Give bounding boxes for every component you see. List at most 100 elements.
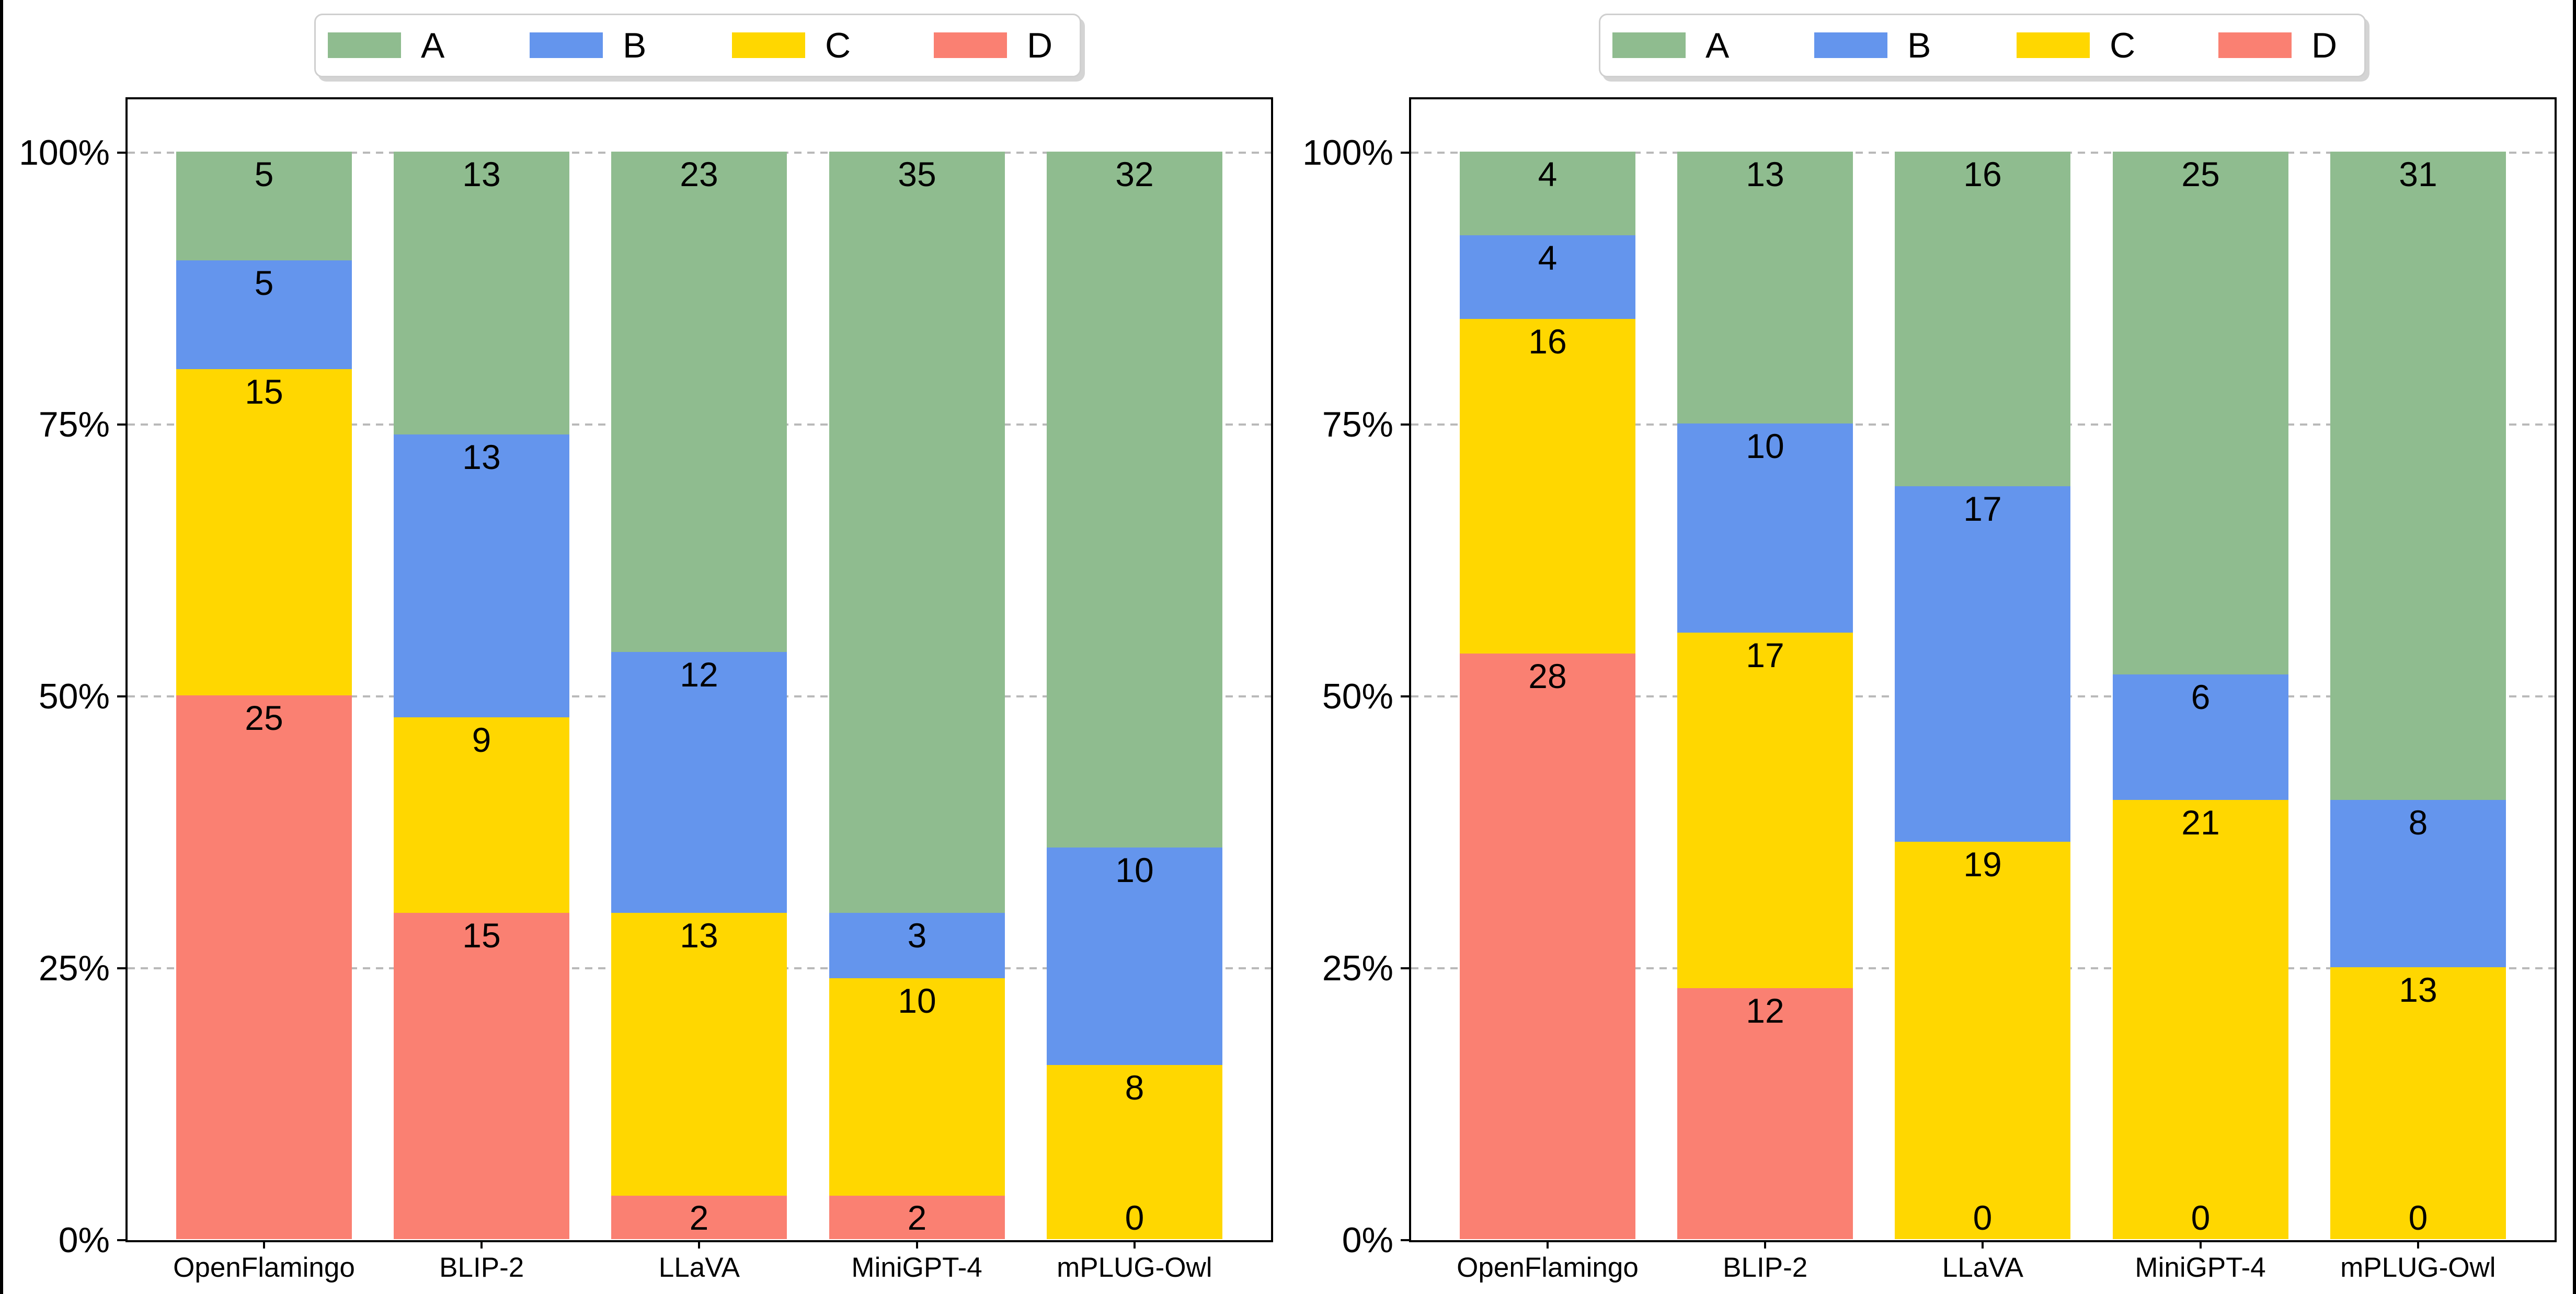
y-axis-tick bbox=[1401, 967, 1409, 969]
x-axis-tick bbox=[2417, 1240, 2419, 1249]
bar-value-label-a-MiniGPT-4: 35 bbox=[898, 155, 936, 193]
legend-patch-a bbox=[1612, 32, 1686, 58]
legend-patch-d bbox=[934, 32, 1007, 58]
y-axis-tick bbox=[117, 1239, 125, 1241]
bar-value-label-c-LLaVA: 13 bbox=[680, 916, 718, 955]
bar-value-label-d-MiniGPT-4: 2 bbox=[907, 1198, 927, 1237]
legend-box bbox=[314, 14, 1081, 77]
bar-segment-b-BLIP-2 bbox=[394, 434, 569, 717]
y-axis-tick bbox=[1401, 695, 1409, 697]
bar-segment-b-OpenFlamingo bbox=[176, 260, 352, 369]
bar-segment-b-LLaVA bbox=[611, 652, 787, 913]
bar-value-label-b-OpenFlamingo: 5 bbox=[254, 264, 274, 302]
bar-value-label-d-LLaVA: 0 bbox=[1973, 1198, 1993, 1237]
x-axis-tick bbox=[1982, 1240, 1984, 1249]
bar-value-label-c-mPLUG-Owl: 8 bbox=[1125, 1068, 1144, 1107]
x-tick-label-OpenFlamingo: OpenFlamingo bbox=[1457, 1252, 1639, 1283]
bar-value-label-b-BLIP-2: 10 bbox=[1746, 427, 1784, 465]
legend-label-d: D bbox=[1027, 26, 1053, 65]
bar-segment-a-OpenFlamingo bbox=[176, 152, 352, 260]
bar-value-label-b-mPLUG-Owl: 8 bbox=[2408, 803, 2428, 842]
bar-value-label-a-mPLUG-Owl: 31 bbox=[2399, 155, 2437, 193]
bar-segment-c-mPLUG-Owl bbox=[1047, 1065, 1222, 1239]
bar-value-label-c-BLIP-2: 17 bbox=[1746, 636, 1784, 674]
bar-value-label-b-MiniGPT-4: 6 bbox=[2191, 678, 2211, 716]
bar-segment-d-OpenFlamingo bbox=[176, 695, 352, 1239]
image-right-border bbox=[2573, 0, 2576, 1294]
y-tick-label: 100% bbox=[1302, 133, 1393, 173]
x-tick-label-mPLUG-Owl: mPLUG-Owl bbox=[2340, 1252, 2496, 1283]
legend-label-a: A bbox=[421, 26, 445, 65]
bar-segment-a-BLIP-2 bbox=[394, 152, 569, 434]
bar-value-label-c-MiniGPT-4: 21 bbox=[2181, 803, 2220, 842]
x-tick-label-BLIP-2: BLIP-2 bbox=[1723, 1252, 1808, 1283]
legend-patch-b bbox=[1814, 32, 1887, 58]
y-axis-tick bbox=[1401, 152, 1409, 154]
bar-segment-b-mPLUG-Owl bbox=[1047, 848, 1222, 1065]
legend-patch-c bbox=[2017, 32, 2090, 58]
legend-label-b: B bbox=[1907, 26, 1931, 65]
y-axis-tick bbox=[117, 967, 125, 969]
legend-patch-a bbox=[328, 32, 401, 58]
y-axis-tick bbox=[117, 152, 125, 154]
bar-segment-b-MiniGPT-4 bbox=[829, 913, 1005, 978]
bar-segment-c-OpenFlamingo bbox=[1460, 319, 1635, 654]
plot-frame bbox=[125, 97, 1273, 1242]
bar-segment-a-mPLUG-Owl bbox=[2330, 152, 2506, 800]
bar-segment-d-MiniGPT-4 bbox=[829, 1196, 1005, 1239]
bar-segment-c-MiniGPT-4 bbox=[2113, 800, 2288, 1239]
bar-value-label-c-OpenFlamingo: 16 bbox=[1528, 322, 1567, 361]
bar-value-label-b-LLaVA: 12 bbox=[680, 655, 718, 694]
bar-segment-c-LLaVA bbox=[611, 913, 787, 1196]
bar-segment-c-mPLUG-Owl bbox=[2330, 967, 2506, 1239]
bar-segment-c-BLIP-2 bbox=[394, 717, 569, 913]
bar-value-label-b-MiniGPT-4: 3 bbox=[907, 916, 927, 955]
x-tick-label-LLaVA: LLaVA bbox=[658, 1252, 740, 1283]
x-axis-tick bbox=[1547, 1240, 1549, 1249]
y-tick-label: 75% bbox=[38, 405, 110, 444]
bar-segment-c-MiniGPT-4 bbox=[829, 978, 1005, 1196]
plot-frame bbox=[1409, 97, 2557, 1242]
bar-segment-a-BLIP-2 bbox=[1677, 152, 1853, 423]
bar-segment-b-BLIP-2 bbox=[1677, 423, 1853, 633]
y-axis-tick bbox=[117, 423, 125, 426]
bar-value-label-d-mPLUG-Owl: 0 bbox=[1125, 1198, 1144, 1237]
bar-segment-a-MiniGPT-4 bbox=[829, 152, 1005, 913]
x-tick-label-MiniGPT-4: MiniGPT-4 bbox=[851, 1252, 982, 1283]
bar-value-label-d-BLIP-2: 15 bbox=[462, 916, 501, 955]
legend-label-b: B bbox=[623, 26, 647, 65]
bar-segment-a-LLaVA bbox=[1895, 152, 2070, 486]
x-axis-tick bbox=[1764, 1240, 1767, 1249]
bar-value-label-a-OpenFlamingo: 5 bbox=[254, 155, 274, 193]
x-tick-label-mPLUG-Owl: mPLUG-Owl bbox=[1057, 1252, 1212, 1283]
x-tick-label-MiniGPT-4: MiniGPT-4 bbox=[2135, 1252, 2266, 1283]
legend-label-c: C bbox=[825, 26, 851, 65]
y-tick-label: 0% bbox=[1342, 1220, 1393, 1260]
y-tick-label: 0% bbox=[58, 1220, 110, 1260]
x-axis-tick bbox=[263, 1240, 265, 1249]
bar-segment-a-mPLUG-Owl bbox=[1047, 152, 1222, 848]
x-tick-label-LLaVA: LLaVA bbox=[1942, 1252, 2023, 1283]
bar-value-label-d-MiniGPT-4: 0 bbox=[2191, 1198, 2211, 1237]
bar-value-label-c-BLIP-2: 9 bbox=[472, 720, 491, 759]
bar-value-label-b-mPLUG-Owl: 10 bbox=[1115, 851, 1154, 889]
legend-label-a: A bbox=[1705, 26, 1730, 65]
bar-segment-b-mPLUG-Owl bbox=[2330, 800, 2506, 967]
bar-segment-b-LLaVA bbox=[1895, 486, 2070, 842]
bar-value-label-c-mPLUG-Owl: 13 bbox=[2399, 970, 2437, 1009]
legend-patch-c bbox=[732, 32, 805, 58]
y-tick-label: 100% bbox=[19, 133, 110, 173]
x-axis-tick bbox=[915, 1240, 918, 1249]
image-left-border bbox=[0, 0, 3, 1294]
y-axis-tick bbox=[117, 695, 125, 697]
bar-segment-a-LLaVA bbox=[611, 152, 787, 652]
y-tick-label: 25% bbox=[1322, 948, 1393, 988]
y-tick-label: 25% bbox=[38, 948, 110, 988]
bar-value-label-c-OpenFlamingo: 15 bbox=[245, 372, 283, 411]
bar-value-label-a-BLIP-2: 13 bbox=[1746, 155, 1784, 193]
bar-value-label-a-BLIP-2: 13 bbox=[462, 155, 501, 193]
bar-value-label-a-LLaVA: 23 bbox=[680, 155, 718, 193]
bar-value-label-b-BLIP-2: 13 bbox=[462, 438, 501, 476]
bar-value-label-b-OpenFlamingo: 4 bbox=[1538, 238, 1558, 277]
